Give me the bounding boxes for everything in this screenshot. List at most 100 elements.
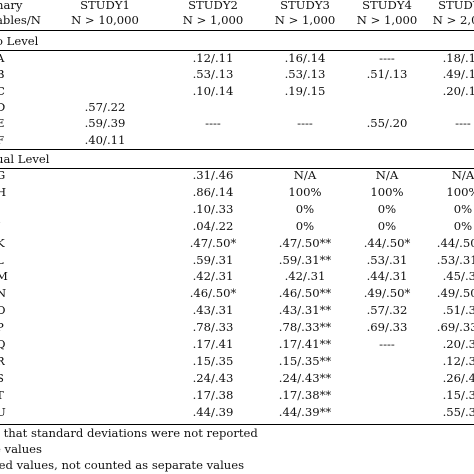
table-row: F .40/.11: [0, 132, 474, 148]
table-cell: 0%: [453, 201, 473, 216]
header-study1: STUDY1: [80, 0, 130, 12]
row-label: C: [0, 83, 5, 98]
table-cell: .45/.31: [442, 269, 474, 284]
row-label: B: [0, 67, 5, 82]
table-cell: .44/.50**: [436, 235, 474, 250]
table-cell: 100%: [446, 184, 474, 199]
table-cell: .17/.41**: [278, 337, 332, 351]
table-cell: ----: [379, 337, 395, 351]
row-label: O: [0, 303, 6, 318]
table-cell: .15/.35: [192, 353, 234, 368]
table-row: G .31/.46 N/A N/A N/A: [0, 167, 474, 183]
table-cell: .69/.33**: [436, 320, 474, 335]
table-cell: 100%: [370, 184, 404, 199]
table-row: P .78/.33 .78/.33** .69/.33 .69/.33**: [0, 319, 474, 335]
table-cell: .17/.38: [192, 387, 234, 402]
row-label: M: [0, 269, 8, 284]
table-cell: .10/.14: [192, 83, 234, 98]
row-label: P: [0, 319, 4, 335]
table-cell: .44/.50*: [363, 235, 411, 250]
table-cell: 0%: [295, 218, 315, 233]
table-cell: .42/.31: [192, 269, 234, 284]
table-cell: .19/.15: [284, 83, 326, 98]
section-title-row: ual Level: [0, 151, 474, 167]
header-row-1: nary STUDY1 STUDY2 STUDY3 STUDY4 STUDY5: [0, 0, 474, 13]
table-cell: 0%: [377, 218, 397, 233]
section-title-1: o Level: [0, 34, 39, 48]
table-row: Q .17/.41 .17/.41** ---- .20/.32: [0, 336, 474, 352]
table-row: O .43/.31 .43/.31** .57/.32 .51/.30: [0, 302, 474, 318]
table-cell: .44/.39: [192, 404, 234, 419]
table-cell: .20/.32: [442, 337, 474, 351]
table-row: M .42/.31 .42/.31 .44/.31 .45/.31: [0, 268, 474, 284]
table-cell: .69/.33: [366, 320, 408, 335]
table-row: A .12/.11 .16/.14 ---- .18/.14: [0, 50, 474, 66]
table-cell: .43/.31: [192, 303, 234, 318]
row-label: R: [0, 353, 5, 368]
table-cell: N/A: [293, 168, 317, 182]
table-cell: .47/.50**: [278, 235, 332, 250]
table-cell: .59/.31**: [278, 252, 332, 267]
table-row: L .59/.31 .59/.31** .53/.31 .53/.31**: [0, 252, 474, 268]
header-n-study4: N > 1,000: [356, 13, 418, 27]
row-label: E: [0, 116, 5, 131]
row-label: F: [0, 132, 5, 147]
table-row: S .24/.43 .24/.43** .26/.44: [0, 370, 474, 386]
table-cell: .49/.50*: [363, 286, 411, 301]
table-cell: .53/.13: [192, 67, 234, 82]
table-row: C .10/.14 .19/.15 .20/.13: [0, 83, 474, 99]
table-cell: .10/.33: [192, 201, 234, 216]
table-row: R .15/.35 .15/.35** .12/.35: [0, 353, 474, 369]
table-cell: N/A: [451, 168, 474, 182]
row-label: K: [0, 235, 5, 250]
table-cell: N/A: [375, 168, 399, 182]
row-label: H: [0, 184, 7, 199]
row-label: L: [0, 252, 4, 268]
row-label: Q: [0, 337, 6, 351]
table-cell: .12/.11: [192, 51, 234, 65]
row-label: D: [0, 99, 6, 114]
header-study3: STUDY3: [280, 0, 330, 12]
section-title-row: o Level: [0, 33, 474, 49]
header-n-study3: N > 1,000: [274, 13, 336, 27]
table-row: D .57/.22: [0, 99, 474, 115]
table-cell: 0%: [295, 201, 315, 216]
table-cell: .44/.31: [366, 269, 408, 284]
table-cell: ----: [205, 116, 221, 131]
table-cell: .31/.46: [192, 168, 234, 182]
table-row: I .10/.33 0% 0% 0%: [0, 201, 474, 217]
header-row-2: ables/N N > 10,000 N > 1,000 N > 1,000 N…: [0, 12, 474, 28]
table-cell: ----: [297, 116, 313, 131]
header-n-study1: N > 10,000: [71, 13, 139, 27]
table-cell: .44/.39**: [278, 404, 332, 419]
divider-line: [0, 168, 474, 169]
row-label: U: [0, 404, 6, 419]
table-cell: .18/.14: [442, 51, 474, 65]
table-cell: .55/.20: [366, 116, 408, 131]
table-cell: .55/.32: [442, 404, 474, 419]
row-label: I: [0, 201, 1, 217]
table-cell: ----: [455, 116, 471, 131]
table-cell: .17/.38**: [278, 387, 332, 402]
table-cell: .59/.31: [192, 252, 234, 267]
divider-line: [0, 149, 474, 150]
table-row: B .53/.13 .53/.13 .51/.13 .49/.12: [0, 66, 474, 82]
row-label: S: [0, 370, 4, 386]
table-cell: .51/.30: [442, 303, 474, 318]
header-study4: STUDY4: [362, 0, 412, 12]
table-cell: .46/.50**: [278, 286, 332, 301]
table-cell: .51/.13: [366, 67, 408, 82]
table-cell: .86/.14: [192, 184, 234, 199]
row-label: N: [0, 286, 7, 301]
table-cell: 100%: [288, 184, 322, 199]
table-cell: .47/.50*: [189, 235, 237, 250]
table-cell: .53/.13: [284, 67, 326, 82]
footnote: s that standard deviations were not repo…: [0, 426, 258, 440]
header-label-2: ables/N: [0, 13, 41, 27]
table-cell: .12/.35: [442, 353, 474, 368]
table-row: E .59/.39 ---- ---- .55/.20 ----: [0, 115, 474, 131]
table-cell: 0%: [377, 201, 397, 216]
table-cell: .57/.32: [366, 303, 408, 318]
table-cell: .04/.22: [192, 218, 234, 233]
table-cell: .24/.43**: [278, 370, 332, 385]
